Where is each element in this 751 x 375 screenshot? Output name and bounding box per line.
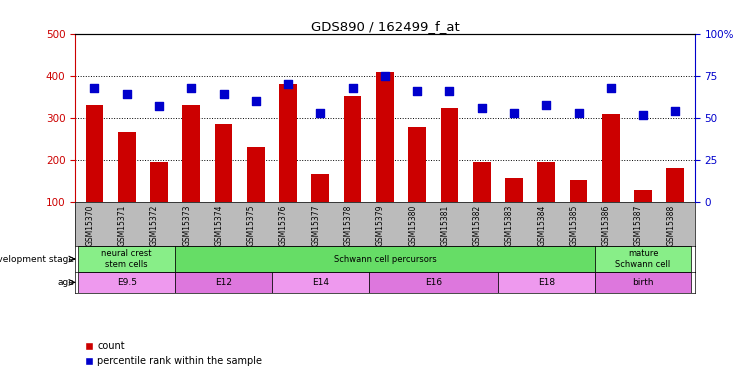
Bar bbox=[150, 162, 168, 202]
Point bbox=[540, 102, 552, 108]
Bar bbox=[78, 272, 175, 292]
Bar bbox=[215, 123, 232, 202]
Text: E9.5: E9.5 bbox=[116, 278, 137, 287]
Text: GSM15385: GSM15385 bbox=[569, 205, 578, 246]
Text: GSM15383: GSM15383 bbox=[505, 205, 514, 246]
Bar bbox=[569, 180, 587, 203]
Point bbox=[443, 88, 455, 94]
Bar bbox=[279, 84, 297, 203]
Text: birth: birth bbox=[632, 278, 654, 287]
Bar bbox=[409, 126, 426, 202]
Text: E14: E14 bbox=[312, 278, 329, 287]
Point bbox=[121, 92, 133, 98]
Legend: count, percentile rank within the sample: count, percentile rank within the sample bbox=[80, 338, 267, 370]
Bar bbox=[666, 168, 684, 202]
Text: development stage: development stage bbox=[0, 255, 74, 264]
Bar bbox=[86, 105, 104, 202]
Text: GSM15372: GSM15372 bbox=[150, 205, 159, 246]
Point bbox=[89, 85, 101, 91]
Point bbox=[347, 85, 359, 91]
Point bbox=[411, 88, 423, 94]
Text: E12: E12 bbox=[215, 278, 232, 287]
Text: GSM15382: GSM15382 bbox=[472, 205, 481, 246]
Bar bbox=[175, 246, 595, 272]
Bar bbox=[175, 272, 272, 292]
Text: GSM15378: GSM15378 bbox=[344, 205, 353, 246]
Bar bbox=[634, 190, 652, 202]
Point bbox=[475, 105, 487, 111]
Point bbox=[282, 81, 294, 87]
Text: GSM15386: GSM15386 bbox=[602, 205, 611, 246]
Text: mature
Schwann cell: mature Schwann cell bbox=[615, 249, 671, 269]
Text: GSM15380: GSM15380 bbox=[408, 205, 417, 246]
Bar bbox=[369, 272, 498, 292]
Bar bbox=[595, 246, 692, 272]
Bar bbox=[182, 105, 201, 202]
Text: GSM15381: GSM15381 bbox=[440, 205, 449, 246]
Text: GSM15371: GSM15371 bbox=[118, 205, 127, 246]
Text: Schwann cell percursors: Schwann cell percursors bbox=[333, 255, 436, 264]
Bar bbox=[538, 162, 555, 202]
Text: GSM15375: GSM15375 bbox=[247, 205, 256, 246]
Bar bbox=[473, 162, 490, 202]
Text: GSM15374: GSM15374 bbox=[215, 205, 224, 246]
Point bbox=[508, 110, 520, 116]
Text: neural crest
stem cells: neural crest stem cells bbox=[101, 249, 152, 269]
Bar bbox=[247, 147, 264, 202]
Point bbox=[605, 85, 617, 91]
Point bbox=[637, 112, 649, 118]
Text: E16: E16 bbox=[425, 278, 442, 287]
Bar bbox=[312, 174, 329, 202]
Bar bbox=[602, 114, 620, 202]
Point bbox=[315, 110, 327, 116]
Point bbox=[572, 110, 584, 116]
Bar bbox=[78, 246, 175, 272]
Point bbox=[669, 108, 681, 114]
Point bbox=[379, 73, 391, 79]
Bar bbox=[441, 108, 458, 202]
Text: GSM15379: GSM15379 bbox=[376, 205, 385, 246]
Text: GSM15370: GSM15370 bbox=[86, 205, 95, 246]
Text: age: age bbox=[58, 278, 74, 287]
Point bbox=[153, 103, 165, 109]
Title: GDS890 / 162499_f_at: GDS890 / 162499_f_at bbox=[310, 20, 460, 33]
Point bbox=[250, 98, 262, 104]
Text: GSM15373: GSM15373 bbox=[182, 205, 192, 246]
Text: GSM15387: GSM15387 bbox=[634, 205, 643, 246]
Text: GSM15377: GSM15377 bbox=[312, 205, 321, 246]
Bar bbox=[272, 272, 369, 292]
Bar bbox=[376, 72, 394, 202]
Bar bbox=[498, 272, 595, 292]
Text: E18: E18 bbox=[538, 278, 555, 287]
Bar bbox=[344, 96, 361, 202]
Text: GSM15384: GSM15384 bbox=[537, 205, 546, 246]
Text: GSM15376: GSM15376 bbox=[279, 205, 288, 246]
Bar bbox=[118, 132, 136, 203]
Point bbox=[185, 85, 198, 91]
Text: GSM15388: GSM15388 bbox=[666, 205, 675, 246]
Bar bbox=[595, 272, 692, 292]
Point bbox=[218, 92, 230, 98]
Bar bbox=[505, 178, 523, 203]
